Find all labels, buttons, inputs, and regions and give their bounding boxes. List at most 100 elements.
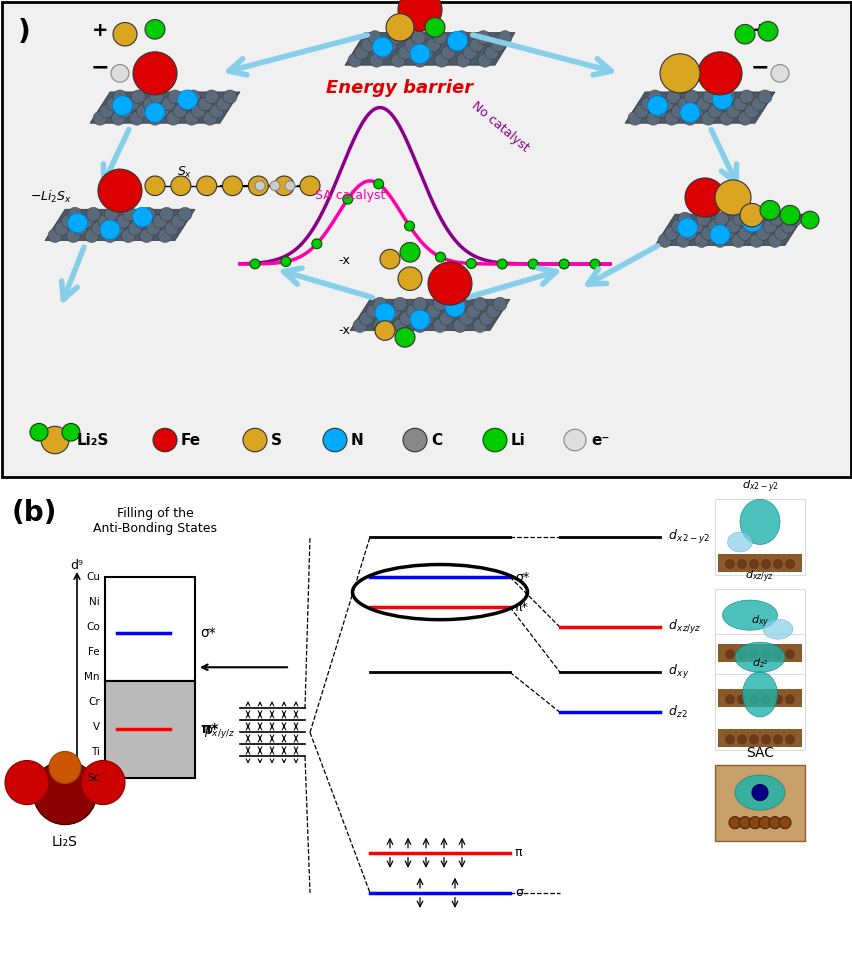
Circle shape: [739, 90, 753, 104]
Text: Li: Li: [510, 433, 525, 447]
Circle shape: [171, 215, 185, 228]
Circle shape: [724, 650, 734, 659]
Text: Cu: Cu: [86, 572, 100, 582]
Circle shape: [741, 212, 762, 231]
Circle shape: [784, 694, 794, 705]
Bar: [717, 554, 801, 572]
Circle shape: [664, 227, 678, 240]
Text: π: π: [515, 846, 522, 860]
Text: Anti-Bonding States: Anti-Bonding States: [93, 522, 216, 535]
Circle shape: [81, 761, 125, 804]
Circle shape: [222, 176, 242, 196]
Circle shape: [563, 429, 585, 451]
Circle shape: [774, 227, 788, 240]
Circle shape: [67, 213, 88, 232]
Text: π*: π*: [199, 722, 218, 737]
Text: $d_{x2-y2}$: $d_{x2-y2}$: [740, 478, 778, 495]
Circle shape: [760, 735, 770, 744]
Text: Fe: Fe: [89, 648, 100, 657]
Circle shape: [148, 111, 162, 125]
Circle shape: [780, 220, 794, 233]
Circle shape: [721, 90, 734, 104]
Circle shape: [736, 559, 746, 569]
Circle shape: [154, 105, 169, 118]
Circle shape: [132, 207, 153, 227]
Circle shape: [141, 207, 155, 221]
Circle shape: [62, 423, 80, 441]
Circle shape: [360, 312, 373, 325]
Circle shape: [445, 297, 464, 317]
Circle shape: [634, 105, 648, 118]
Circle shape: [400, 312, 413, 325]
Circle shape: [714, 97, 728, 110]
Circle shape: [700, 227, 715, 240]
Circle shape: [222, 90, 237, 104]
Text: $d_{xz/yz}$: $d_{xz/yz}$: [665, 619, 700, 636]
Circle shape: [748, 735, 758, 744]
Circle shape: [178, 207, 192, 221]
Circle shape: [136, 105, 150, 118]
Text: $d_{x2-y2}$: $d_{x2-y2}$: [665, 528, 710, 546]
Text: Cr: Cr: [88, 697, 100, 708]
Bar: [714, 590, 804, 665]
Circle shape: [411, 31, 425, 45]
Circle shape: [459, 312, 473, 325]
Circle shape: [159, 207, 174, 221]
Text: π*: π*: [515, 600, 528, 614]
Circle shape: [424, 17, 445, 37]
Circle shape: [744, 105, 757, 118]
Ellipse shape: [722, 600, 776, 630]
Circle shape: [760, 559, 770, 569]
Circle shape: [372, 318, 387, 332]
Circle shape: [428, 262, 471, 305]
Circle shape: [373, 179, 383, 189]
Circle shape: [694, 233, 708, 248]
Circle shape: [68, 207, 82, 221]
Circle shape: [728, 817, 740, 829]
Circle shape: [497, 259, 507, 269]
Circle shape: [748, 817, 760, 829]
Circle shape: [100, 220, 120, 240]
Circle shape: [84, 228, 99, 243]
Circle shape: [383, 39, 396, 52]
Circle shape: [128, 222, 141, 235]
Circle shape: [133, 52, 177, 95]
Text: Co: Co: [86, 622, 100, 632]
Circle shape: [248, 176, 268, 196]
Circle shape: [184, 111, 199, 125]
Circle shape: [280, 257, 291, 266]
Text: $-Li_2S_x$: $-Li_2S_x$: [30, 189, 72, 204]
Circle shape: [48, 228, 62, 243]
Circle shape: [243, 428, 267, 452]
Text: Filling of the: Filling of the: [117, 507, 193, 520]
Circle shape: [375, 303, 394, 322]
Circle shape: [491, 39, 504, 52]
Circle shape: [180, 97, 193, 110]
Polygon shape: [625, 92, 774, 123]
Circle shape: [353, 318, 366, 332]
Text: $d_{xy}$: $d_{xy}$: [665, 663, 688, 681]
Circle shape: [709, 225, 729, 245]
Circle shape: [312, 239, 321, 249]
Bar: [105, 577, 195, 681]
Circle shape: [800, 211, 818, 228]
Bar: [714, 675, 804, 750]
Polygon shape: [654, 214, 804, 246]
Circle shape: [484, 45, 498, 60]
Circle shape: [695, 97, 710, 110]
Text: $d_{xz/yz}$: $d_{xz/yz}$: [745, 568, 774, 585]
Circle shape: [659, 54, 699, 93]
Bar: [717, 689, 801, 708]
Circle shape: [736, 735, 746, 744]
Text: -x: -x: [337, 254, 349, 267]
Circle shape: [204, 90, 218, 104]
Circle shape: [366, 305, 380, 318]
Text: -x: -x: [337, 324, 349, 338]
Circle shape: [402, 428, 427, 452]
Circle shape: [784, 650, 794, 659]
Circle shape: [641, 97, 654, 110]
Polygon shape: [349, 299, 509, 330]
Circle shape: [452, 318, 466, 332]
Circle shape: [748, 694, 758, 705]
Circle shape: [161, 97, 176, 110]
